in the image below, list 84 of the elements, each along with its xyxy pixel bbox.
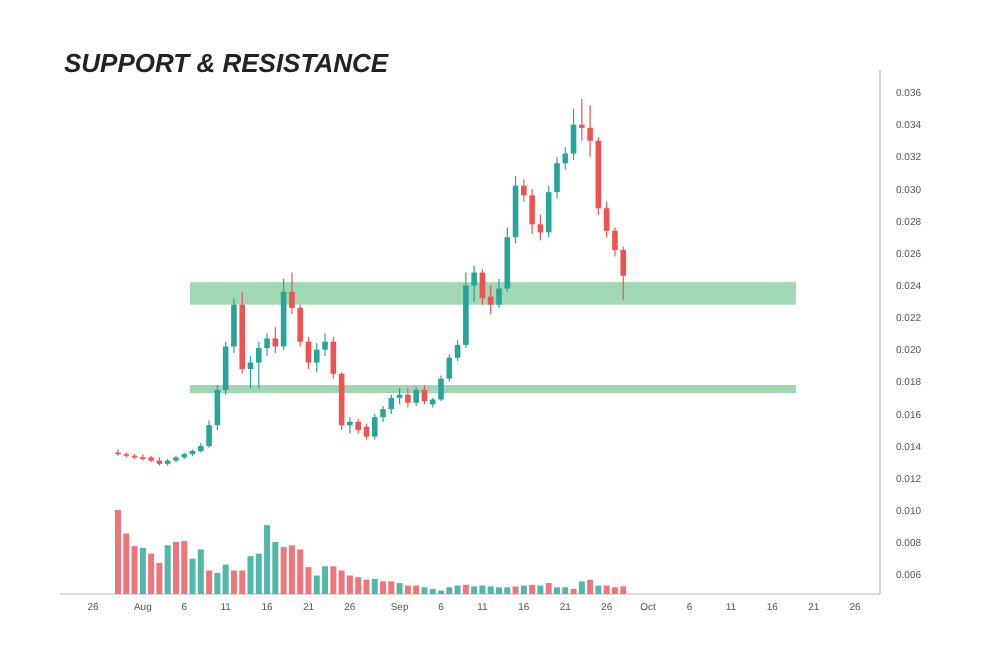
candlestick [297,304,303,348]
bar [371,578,378,594]
bar [197,549,204,594]
candlestick [255,341,262,389]
candlestick [405,387,411,409]
bar [545,583,552,594]
candlestick [529,188,535,235]
candlestick [454,339,461,362]
candlestick [570,107,577,161]
bar [206,570,213,594]
bar [396,583,403,594]
bar [429,588,436,594]
bar [164,545,171,594]
bar [495,587,502,594]
candlestick [562,146,569,171]
candlestick [371,413,378,441]
candlestick [413,386,419,407]
bar [330,566,337,594]
bar [611,587,618,594]
candlestick [438,374,444,402]
candlestick [446,353,453,383]
bar [355,577,362,594]
bar [346,575,353,594]
bar [479,585,486,594]
candlestick [587,104,593,158]
bar [562,587,569,594]
bar [421,587,428,594]
bar [139,547,146,594]
candlestick [206,419,212,449]
bar [338,570,345,594]
bar [297,549,304,594]
bar [322,566,329,594]
bar [222,564,229,594]
bar [230,570,237,594]
bar [446,587,453,594]
bar [239,570,246,594]
candlestick [603,201,610,238]
bar [487,586,494,594]
bar [512,586,519,594]
bar [114,510,121,594]
candlestick [264,333,270,357]
bar [462,584,469,594]
bar [148,553,155,594]
candlestick [313,342,320,373]
candlestick [222,341,229,396]
bar [553,587,560,594]
bar [471,586,478,594]
candlestick [521,178,527,203]
bar [404,585,411,594]
candlestick [496,278,502,309]
candlestick [579,98,585,142]
bar [380,581,387,594]
bar [504,587,511,594]
bar [288,545,295,594]
bar [247,556,254,594]
candlestick [305,336,312,370]
bar [529,584,536,594]
candlestick [289,271,295,315]
bar [578,581,585,594]
bar [537,585,544,594]
bar [172,541,179,594]
candlestick [347,416,353,434]
bar [156,562,163,594]
bar [595,585,602,594]
bar [454,585,461,594]
bar [264,525,271,594]
candlestick [612,226,618,258]
chart-title: SUPPORT & RESISTANCE [64,48,389,78]
bar [587,579,594,594]
bar [280,546,287,594]
bar [413,585,420,594]
candlestick [620,246,627,301]
candlestick [322,333,328,357]
candlestick [231,297,237,354]
bar [570,588,577,594]
bar [620,586,627,594]
bar [363,579,370,594]
bar [388,581,395,594]
candlestick [471,265,477,303]
bar [181,541,188,594]
candlestick [554,156,560,200]
bar [603,585,610,594]
bar [214,573,221,594]
bar [520,585,527,594]
